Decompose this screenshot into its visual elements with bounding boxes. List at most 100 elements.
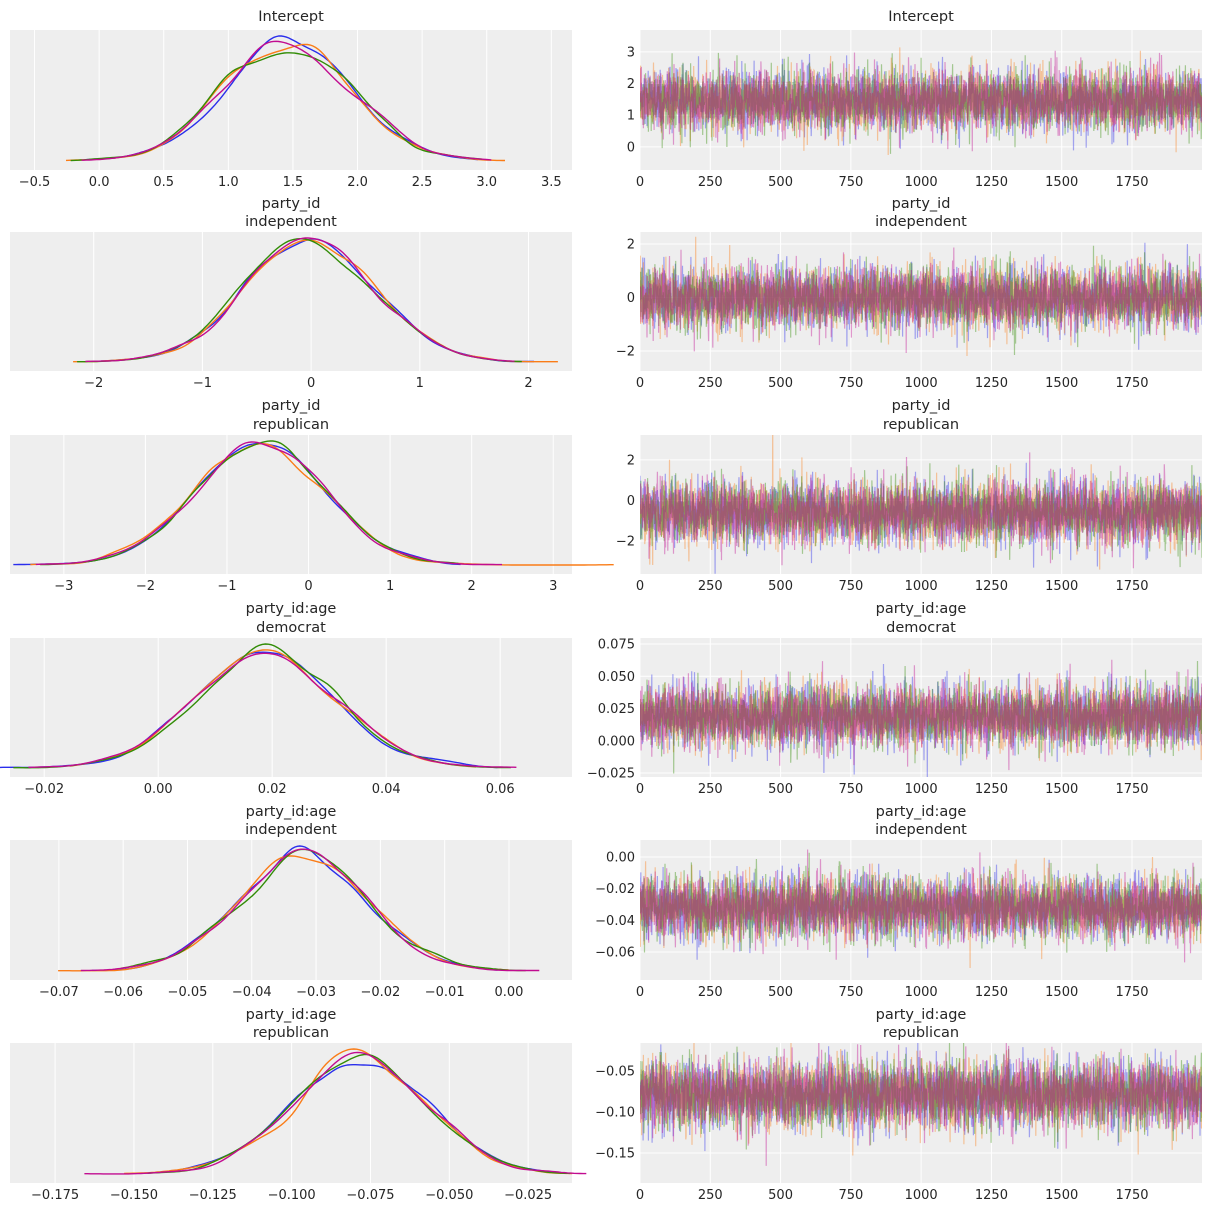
kde-x-tick-label: −0.100 <box>268 1188 316 1203</box>
kde-title: party_id:age <box>246 1007 337 1023</box>
subplot-row-4: −0.07 −0.06 −0.05 −0.04 −0.03 −0.02 −0.01 0.00 p… <box>10 804 1202 1000</box>
trace-line-chain-3 <box>640 50 1202 152</box>
trace-x-tick-label: 1500 <box>1045 985 1078 1000</box>
trace-x-tick-label: 0 <box>636 175 644 190</box>
kde-x-tick-label: −0.02 <box>24 782 64 797</box>
trace-x-tick-label: 750 <box>838 985 863 1000</box>
trace-y-tick-label: −0.025 <box>587 767 635 782</box>
kde-x-tick-label: −2 <box>84 376 103 391</box>
kde-x-tick-label: 1 <box>416 376 424 391</box>
kde-x-tick-label: 0.06 <box>486 782 515 797</box>
trace-x-tick-label: 1750 <box>1115 985 1148 1000</box>
trace-line-chain-2 <box>640 1043 1202 1150</box>
kde-x-tick-label: −1 <box>193 376 212 391</box>
trace-line-chain-2 <box>640 52 1202 154</box>
trace-x-tick-label: 1000 <box>905 782 938 797</box>
trace-line-chain-3 <box>640 1043 1202 1166</box>
trace-line-chain-2 <box>640 245 1202 356</box>
kde-x-tick-label: −1 <box>217 579 236 594</box>
kde-title: party_id <box>262 196 321 212</box>
kde-x-tick-label: 2 <box>468 579 476 594</box>
kde-x-tick-label: 1.0 <box>218 175 239 190</box>
trace-line-chain-0 <box>640 663 1202 777</box>
kde-x-tick-label: 0 <box>307 376 315 391</box>
trace-title: party_id:age <box>876 601 967 617</box>
trace-x-tick-label: 250 <box>698 985 723 1000</box>
trace-x-tick-label: 1250 <box>975 782 1008 797</box>
trace-y-tick-label: 0 <box>627 140 635 155</box>
kde-axes: −0.175 −0.150 −0.125 −0.100 −0.075 −0.050 −0.0… <box>10 1007 587 1203</box>
kde-axes-background <box>10 232 572 371</box>
kde-x-tick-label: −0.01 <box>425 985 465 1000</box>
kde-curve-chain-2 <box>147 1053 571 1175</box>
kde-x-tick-label: 0.04 <box>372 782 401 797</box>
kde-curve-chain-3 <box>80 848 540 972</box>
kde-curve-chain-3 <box>35 441 502 566</box>
trace-axes: 0 250 500 750 1000 1250 1500 1750 −2 0 2 party_idin… <box>616 196 1202 391</box>
trace-x-tick-label: 1750 <box>1115 579 1148 594</box>
trace-y-tick-label: −0.15 <box>595 1146 635 1161</box>
trace-x-tick-label: 1500 <box>1045 782 1078 797</box>
trace-x-tick-label: 1750 <box>1115 175 1148 190</box>
kde-x-tick-label: −0.07 <box>39 985 79 1000</box>
trace-x-tick-label: 1500 <box>1045 579 1078 594</box>
kde-axes: −2 −1 0 1 2 party_id independent <box>10 196 572 391</box>
kde-curve-chain-3 <box>84 1051 587 1175</box>
trace-line-chain-2 <box>640 463 1202 568</box>
trace-title: party_id:age <box>876 1007 967 1023</box>
trace-line-chain-1 <box>640 856 1202 969</box>
trace-y-tick-label: 2 <box>627 453 635 468</box>
trace-x-tick-label: 1750 <box>1115 1188 1148 1203</box>
trace-x-tick-label: 1500 <box>1045 175 1078 190</box>
trace-y-tick-label: −2 <box>616 344 635 359</box>
kde-title: democrat <box>256 620 326 636</box>
trace-x-tick-label: 500 <box>768 579 793 594</box>
trace-line-chain-0 <box>640 1043 1202 1152</box>
trace-line-chain-3 <box>640 849 1202 963</box>
kde-title: party_id:age <box>246 804 337 820</box>
trace-y-tick-label: 0.050 <box>598 670 635 685</box>
kde-x-tick-label: −2 <box>136 579 155 594</box>
kde-axes: −0.5 0.0 0.5 1.0 1.5 2.0 2.5 3.0 3.5 Intercept <box>10 9 572 190</box>
trace-title: party_id:age <box>876 804 967 820</box>
trace-line-chain-3 <box>640 247 1202 354</box>
trace-title: republican <box>883 1025 959 1041</box>
trace-y-tick-label: −0.10 <box>595 1105 635 1120</box>
trace-y-tick-label: 0 <box>627 494 635 509</box>
trace-y-tick-label: 0.00 <box>606 850 635 865</box>
kde-x-tick-label: 1 <box>386 579 394 594</box>
trace-x-tick-label: 250 <box>698 579 723 594</box>
trace-x-tick-label: 0 <box>636 782 644 797</box>
kde-axes-background <box>10 1043 572 1183</box>
trace-x-tick-label: 500 <box>768 175 793 190</box>
subplot-row-1: −2 −1 0 1 2 party_id independent 0 250 500 750 1000… <box>10 196 1202 391</box>
kde-title: republican <box>253 417 329 433</box>
trace-title: Intercept <box>888 9 954 25</box>
trace-y-tick-label: 1 <box>627 109 635 124</box>
trace-x-tick-label: 250 <box>698 782 723 797</box>
kde-x-tick-label: 1.5 <box>283 175 304 190</box>
kde-title: party_id:age <box>246 601 337 617</box>
trace-axes: 0 250 500 750 1000 1250 1500 1750 −0.025 0.000 0.0… <box>587 601 1202 797</box>
kde-axes-background <box>10 840 572 980</box>
kde-x-tick-label: −0.050 <box>425 1188 473 1203</box>
trace-x-tick-label: 500 <box>768 782 793 797</box>
trace-x-tick-label: 1750 <box>1115 376 1148 391</box>
kde-axes: −0.02 0.00 0.02 0.04 0.06 party_id:agedemocra… <box>0 601 572 797</box>
trace-x-tick-label: 0 <box>636 376 644 391</box>
kde-x-tick-label: 0 <box>304 579 312 594</box>
trace-x-tick-label: 1000 <box>905 175 938 190</box>
kde-curve-chain-3 <box>81 40 492 161</box>
trace-y-tick-label: 0.000 <box>598 734 635 749</box>
kde-title: independent <box>245 214 337 230</box>
trace-y-tick-label: 0 <box>627 291 635 306</box>
kde-curve-chain-1 <box>124 1048 573 1175</box>
subplot-row-5: −0.175 −0.150 −0.125 −0.100 −0.075 −0.050 −0.0… <box>10 1007 1202 1203</box>
trace-x-tick-label: 750 <box>838 579 863 594</box>
kde-x-tick-label: −0.125 <box>189 1188 237 1203</box>
kde-curve-chain-1 <box>30 443 614 566</box>
trace-line-chain-0 <box>640 859 1202 960</box>
trace-line-chain-2 <box>640 852 1202 953</box>
trace-title: democrat <box>886 620 956 636</box>
